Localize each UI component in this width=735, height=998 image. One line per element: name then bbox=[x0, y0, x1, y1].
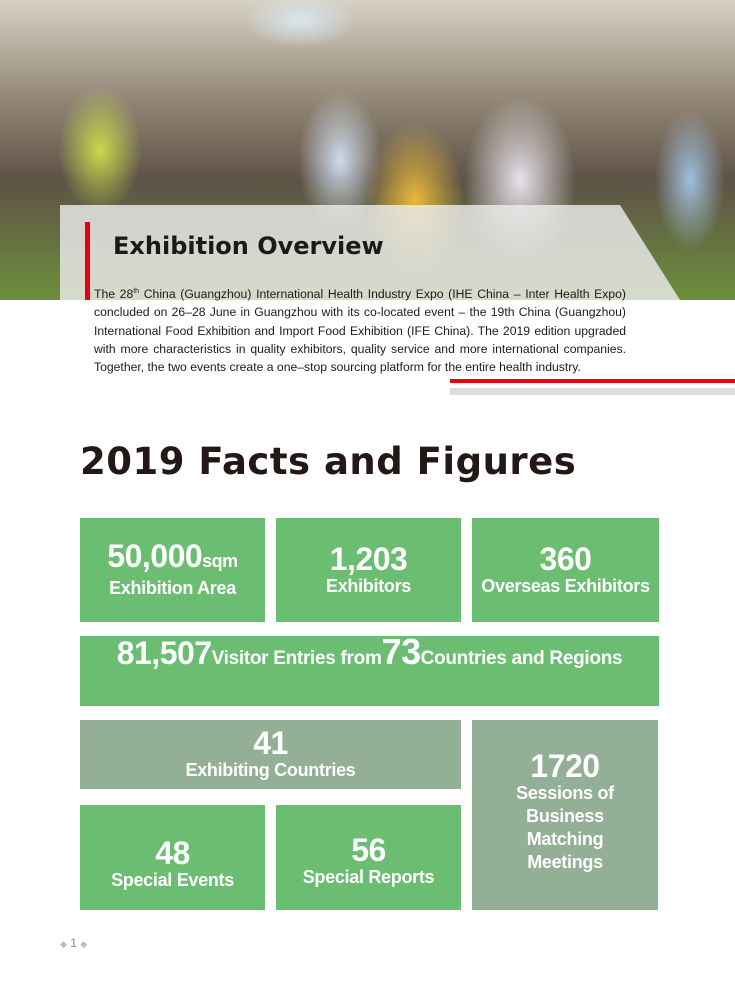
fact-label: Exhibiting Countries bbox=[185, 760, 356, 780]
fact-value: 48 bbox=[155, 835, 190, 871]
overview-title: Exhibition Overview bbox=[113, 232, 384, 260]
visitor-countries-label: Countries and Regions bbox=[420, 648, 623, 669]
fact-value: 1,203 bbox=[329, 540, 408, 577]
visitor-label: Visitor Entries from bbox=[211, 648, 382, 669]
visitor-value: 81,507 bbox=[116, 635, 212, 671]
fact-label: Exhibition Area bbox=[109, 578, 236, 598]
visitor-countries-value: 73 bbox=[381, 631, 422, 672]
overview-paragraph: The 28th China (Guangzhou) International… bbox=[94, 283, 626, 377]
overview-text-part: China (Guangzhou) International Health I… bbox=[94, 287, 626, 375]
fact-visitors: 81,507 Visitor Entries from 73 Countries… bbox=[80, 631, 659, 706]
fact-exhibitors: 1,203 Exhibitors bbox=[276, 518, 461, 622]
overview-text-part: The 28 bbox=[94, 287, 134, 302]
fact-label: Overseas Exhibitors bbox=[481, 575, 650, 596]
fact-value: 41 bbox=[253, 725, 288, 761]
page-number-value: 1 bbox=[70, 936, 77, 950]
diamond-icon: ◆ bbox=[60, 939, 67, 949]
fact-label: Special Reports bbox=[302, 867, 435, 887]
fact-overseas-exhibitors: 360 Overseas Exhibitors bbox=[472, 518, 659, 622]
fact-value: 360 bbox=[539, 540, 592, 577]
fact-exhibiting-countries: 41 Exhibiting Countries bbox=[80, 720, 461, 789]
fact-value: 50,000sqm bbox=[107, 538, 238, 577]
fact-special-events: 48 Special Events bbox=[80, 805, 265, 910]
fact-label: Exhibitors bbox=[325, 575, 411, 596]
fact-value: 56 bbox=[351, 832, 386, 868]
red-divider bbox=[450, 379, 735, 383]
ordinal-suffix: th bbox=[133, 288, 140, 295]
fact-value: 1720 bbox=[530, 748, 600, 784]
overview-overlay-panel bbox=[60, 205, 680, 300]
diamond-icon: ◆ bbox=[80, 939, 88, 949]
fact-special-reports: 56 Special Reports bbox=[276, 805, 461, 910]
fact-label: Special Events bbox=[111, 870, 234, 890]
fact-business-sessions: 1720 Sessions of Business Matching Meeti… bbox=[472, 720, 658, 910]
area-value: 50,000 bbox=[107, 538, 203, 574]
area-unit: sqm bbox=[202, 551, 238, 571]
facts-title: 2019 Facts and Figures bbox=[80, 440, 577, 483]
red-accent-bar bbox=[85, 222, 90, 300]
fact-exhibition-area: 50,000sqm Exhibition Area bbox=[80, 518, 265, 622]
grey-divider bbox=[450, 388, 735, 395]
fact-label: Sessions of Business Matching Meetings bbox=[516, 783, 614, 872]
page-number: ◆ 1 ◆ bbox=[60, 936, 87, 950]
